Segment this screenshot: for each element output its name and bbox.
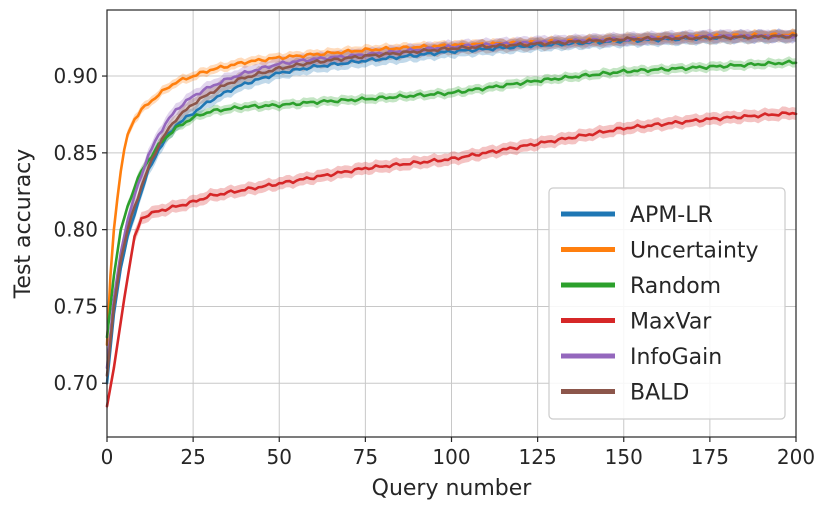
x-tick-label: 150 <box>605 445 643 469</box>
x-tick-label: 25 <box>180 445 205 469</box>
legend-label: InfoGain <box>630 345 722 370</box>
legend-label: APM-LR <box>630 203 713 228</box>
legend-label: BALD <box>630 381 689 406</box>
series-lines <box>105 31 798 408</box>
x-axis-ticks: 0 25 50 75 100 125 150 175 200 <box>101 437 815 469</box>
legend-box <box>548 187 786 420</box>
y-axis-label: Test accuracy <box>11 149 36 300</box>
legend-label: MaxVar <box>630 310 712 335</box>
legend-label: Uncertainty <box>630 239 759 264</box>
x-tick-label: 0 <box>101 445 114 469</box>
series-line-bald <box>105 33 798 377</box>
y-tick-label: 0.75 <box>53 294 98 318</box>
y-tick-label: 0.80 <box>53 218 98 242</box>
x-tick-label: 100 <box>432 445 470 469</box>
series-line-maxvar <box>105 111 798 408</box>
y-tick-label: 0.70 <box>53 371 98 395</box>
x-tick-label: 200 <box>777 445 815 469</box>
y-axis-ticks: 0.70 0.75 0.80 0.85 0.90 <box>53 64 107 395</box>
y-tick-label: 0.85 <box>53 141 98 165</box>
series-line-random <box>105 59 798 339</box>
legend-label: Random <box>630 274 721 299</box>
x-tick-label: 75 <box>353 445 378 469</box>
x-axis-label: Query number <box>372 476 533 501</box>
x-tick-label: 125 <box>519 445 557 469</box>
x-tick-label: 175 <box>691 445 729 469</box>
legend: APM-LR Uncertainty Random MaxVar InfoGain BAL… <box>548 187 786 420</box>
y-tick-label: 0.90 <box>53 64 98 88</box>
x-tick-label: 50 <box>267 445 292 469</box>
